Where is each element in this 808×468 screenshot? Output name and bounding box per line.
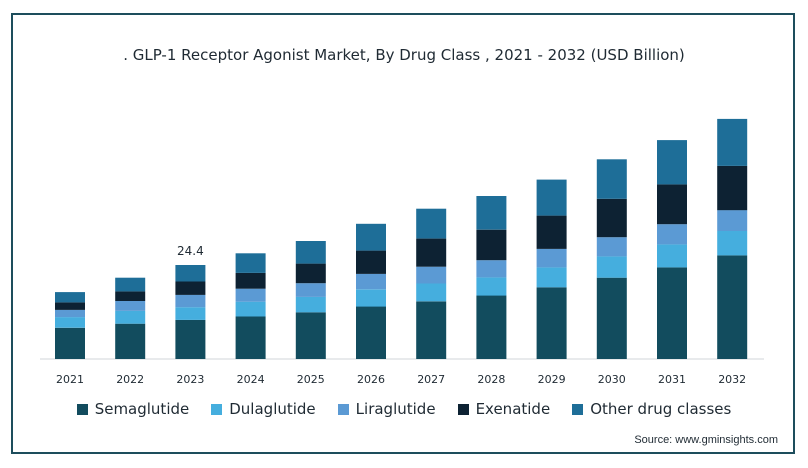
bar-segment-2027-dulaglutide (416, 283, 447, 302)
bar-segment-2032-semaglutide (717, 255, 748, 359)
bar-segment-2023-other-drug-classes (175, 265, 206, 282)
legend-item-dulaglutide: Dulaglutide (211, 400, 316, 418)
x-tick-label-2023: 2023 (176, 373, 204, 386)
bar-segment-2028-exenatide (476, 229, 507, 261)
bar-segment-2032-liraglutide (717, 210, 748, 231)
bar-segment-2025-semaglutide (295, 312, 326, 359)
data-label-2023: 24.4 (177, 244, 204, 258)
x-tick-label-2025: 2025 (297, 373, 325, 386)
x-tick-label-2024: 2024 (237, 373, 265, 386)
bars-group (55, 118, 748, 359)
bar-segment-2026-exenatide (356, 250, 386, 274)
bar-segment-2032-other-drug-classes (717, 118, 748, 166)
data-labels: 24.4 (177, 244, 204, 258)
bar-segment-2022-semaglutide (115, 323, 146, 359)
bar-segment-2031-dulaglutide (657, 244, 687, 268)
source-note: Source: www.gminsights.com (634, 434, 778, 446)
bar-segment-2032-exenatide (717, 165, 748, 211)
legend-label-other-drug-classes: Other drug classes (590, 400, 732, 418)
x-tick-label-2031: 2031 (658, 373, 686, 386)
bar-segment-2022-other-drug-classes (115, 277, 146, 292)
bar-segment-2028-dulaglutide (476, 277, 507, 296)
legend-item-exenatide: Exenatide (457, 400, 551, 418)
bar-segment-2029-other-drug-classes (536, 179, 567, 216)
legend-item-other-drug-classes: Other drug classes (572, 400, 731, 418)
bar-segment-2025-dulaglutide (295, 296, 326, 313)
bar-segment-2022-dulaglutide (115, 311, 146, 324)
x-tick-label-2021: 2021 (56, 373, 84, 386)
legend-label-semaglutide: Semaglutide (94, 400, 190, 418)
bar-segment-2023-semaglutide (175, 319, 206, 359)
bar-segment-2024-other-drug-classes (235, 253, 266, 273)
legend: Semaglutide Dulaglutide Liraglutide Exenati… (0, 400, 808, 418)
bar-segment-2022-exenatide (115, 291, 146, 301)
x-tick-labels: 2021 2022 2023 2024 2025 2026 2027 2028 2029 2030… (56, 373, 746, 386)
x-tick-label-2030: 2030 (598, 373, 626, 386)
chart-title: . GLP-1 Receptor Agonist Market, By Drug… (123, 46, 685, 64)
legend-swatch-semaglutide (76, 403, 88, 415)
legend-label-dulaglutide: Dulaglutide (229, 400, 316, 418)
bar-segment-2030-dulaglutide (596, 256, 627, 278)
bar-segment-2026-other-drug-classes (356, 223, 386, 251)
bar-segment-2030-semaglutide (596, 277, 627, 359)
bar-segment-2027-exenatide (416, 238, 447, 267)
bar-segment-2023-dulaglutide (175, 307, 206, 320)
bar-segment-2021-dulaglutide (55, 317, 85, 328)
bar-segment-2021-semaglutide (55, 327, 85, 359)
bar-segment-2031-other-drug-classes (657, 140, 687, 185)
bar-segment-2029-semaglutide (536, 287, 567, 359)
x-tick-label-2032: 2032 (718, 373, 746, 386)
bar-segment-2030-liraglutide (596, 237, 627, 257)
bar-segment-2027-semaglutide (416, 301, 447, 359)
x-tick-label-2029: 2029 (538, 373, 566, 386)
legend-swatch-other-drug-classes (572, 403, 584, 415)
bar-segment-2023-exenatide (175, 281, 206, 295)
bar-segment-2028-liraglutide (476, 260, 507, 278)
bar-segment-2026-semaglutide (356, 306, 386, 359)
bar-segment-2025-liraglutide (295, 283, 326, 297)
x-tick-label-2026: 2026 (357, 373, 385, 386)
bar-segment-2030-other-drug-classes (596, 159, 627, 199)
bar-segment-2022-liraglutide (115, 301, 146, 311)
bar-segment-2031-liraglutide (657, 224, 687, 245)
legend-label-liraglutide: Liraglutide (355, 400, 436, 418)
bar-segment-2032-dulaglutide (717, 231, 748, 256)
bar-segment-2021-other-drug-classes (55, 292, 85, 303)
legend-item-semaglutide: Semaglutide (76, 400, 190, 418)
bar-segment-2026-liraglutide (356, 273, 386, 290)
bar-segment-2027-liraglutide (416, 266, 447, 284)
bar-segment-2029-exenatide (536, 215, 567, 249)
bar-segment-2025-other-drug-classes (295, 241, 326, 264)
bar-segment-2024-exenatide (235, 272, 266, 289)
bar-segment-2031-exenatide (657, 184, 687, 225)
bar-segment-2024-dulaglutide (235, 301, 266, 317)
bar-segment-2030-exenatide (596, 198, 627, 238)
legend-swatch-liraglutide (337, 403, 349, 415)
bar-segment-2028-other-drug-classes (476, 196, 507, 230)
bar-segment-2026-dulaglutide (356, 289, 386, 307)
x-tick-label-2022: 2022 (116, 373, 144, 386)
bar-segment-2028-semaglutide (476, 295, 507, 359)
bar-segment-2031-semaglutide (657, 267, 687, 359)
bar-segment-2025-exenatide (295, 263, 326, 284)
bar-segment-2023-liraglutide (175, 294, 206, 308)
bar-segment-2029-liraglutide (536, 248, 567, 268)
legend-label-exenatide: Exenatide (475, 400, 551, 418)
legend-item-liraglutide: Liraglutide (337, 400, 436, 418)
bar-segment-2021-liraglutide (55, 309, 85, 318)
bar-segment-2027-other-drug-classes (416, 208, 447, 239)
bar-segment-2024-liraglutide (235, 288, 266, 302)
legend-swatch-exenatide (457, 403, 469, 415)
x-tick-label-2028: 2028 (477, 373, 505, 386)
x-tick-label-2027: 2027 (417, 373, 445, 386)
bar-segment-2024-semaglutide (235, 316, 266, 359)
bar-segment-2029-dulaglutide (536, 267, 567, 288)
bar-segment-2021-exenatide (55, 302, 85, 310)
legend-swatch-dulaglutide (211, 403, 223, 415)
